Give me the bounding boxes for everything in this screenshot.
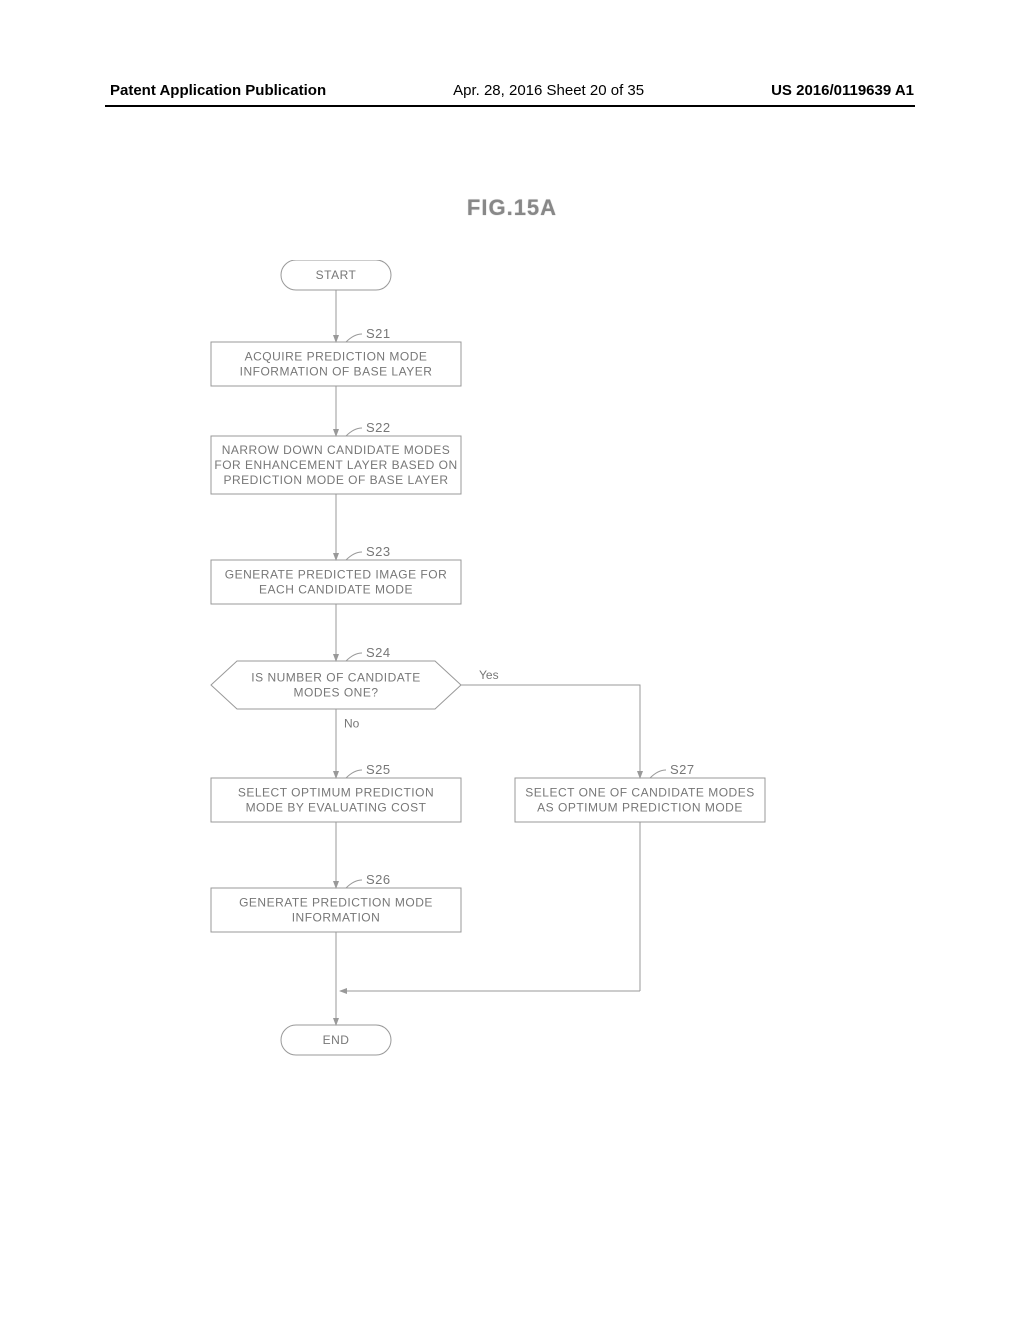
header-right: US 2016/0119639 A1	[771, 82, 914, 99]
svg-text:S24: S24	[366, 645, 391, 660]
node-end: END	[281, 1025, 391, 1055]
header-rule	[105, 105, 915, 107]
svg-text:END: END	[323, 1033, 350, 1047]
svg-text:NARROW DOWN CANDIDATE MODES: NARROW DOWN CANDIDATE MODES	[222, 443, 451, 457]
node-start: START	[281, 260, 391, 290]
svg-text:S22: S22	[366, 420, 391, 435]
svg-text:No: No	[344, 717, 360, 731]
svg-text:GENERATE PREDICTED IMAGE FOR: GENERATE PREDICTED IMAGE FOR	[225, 568, 447, 582]
svg-text:INFORMATION: INFORMATION	[292, 911, 381, 925]
svg-text:S25: S25	[366, 762, 391, 777]
svg-text:S21: S21	[366, 326, 391, 341]
svg-text:AS OPTIMUM PREDICTION MODE: AS OPTIMUM PREDICTION MODE	[537, 801, 743, 815]
page-header: Patent Application Publication Apr. 28, …	[0, 82, 1024, 99]
svg-text:IS NUMBER OF CANDIDATE: IS NUMBER OF CANDIDATE	[251, 671, 420, 685]
svg-text:GENERATE PREDICTION MODE: GENERATE PREDICTION MODE	[239, 896, 433, 910]
header-left: Patent Application Publication	[110, 82, 326, 99]
svg-text:EACH CANDIDATE MODE: EACH CANDIDATE MODE	[259, 583, 413, 597]
flowchart: STARTS21ACQUIRE PREDICTION MODEINFORMATI…	[150, 260, 870, 1090]
svg-text:SELECT ONE OF CANDIDATE MODES: SELECT ONE OF CANDIDATE MODES	[525, 786, 754, 800]
svg-text:FOR ENHANCEMENT LAYER BASED ON: FOR ENHANCEMENT LAYER BASED ON	[214, 458, 457, 472]
svg-text:S27: S27	[670, 762, 695, 777]
svg-text:MODE BY EVALUATING COST: MODE BY EVALUATING COST	[246, 801, 427, 815]
svg-text:PREDICTION MODE OF BASE LAYER: PREDICTION MODE OF BASE LAYER	[224, 473, 449, 487]
svg-text:START: START	[316, 268, 357, 282]
svg-text:S26: S26	[366, 872, 391, 887]
svg-text:MODES ONE?: MODES ONE?	[293, 686, 378, 700]
figure-title: FIG.15A	[0, 195, 1024, 221]
svg-text:SELECT OPTIMUM PREDICTION: SELECT OPTIMUM PREDICTION	[238, 786, 434, 800]
svg-text:ACQUIRE PREDICTION MODE: ACQUIRE PREDICTION MODE	[245, 350, 428, 364]
header-mid: Apr. 28, 2016 Sheet 20 of 35	[453, 82, 644, 99]
svg-text:INFORMATION OF BASE LAYER: INFORMATION OF BASE LAYER	[240, 365, 433, 379]
svg-text:Yes: Yes	[479, 668, 499, 682]
svg-text:S23: S23	[366, 544, 391, 559]
